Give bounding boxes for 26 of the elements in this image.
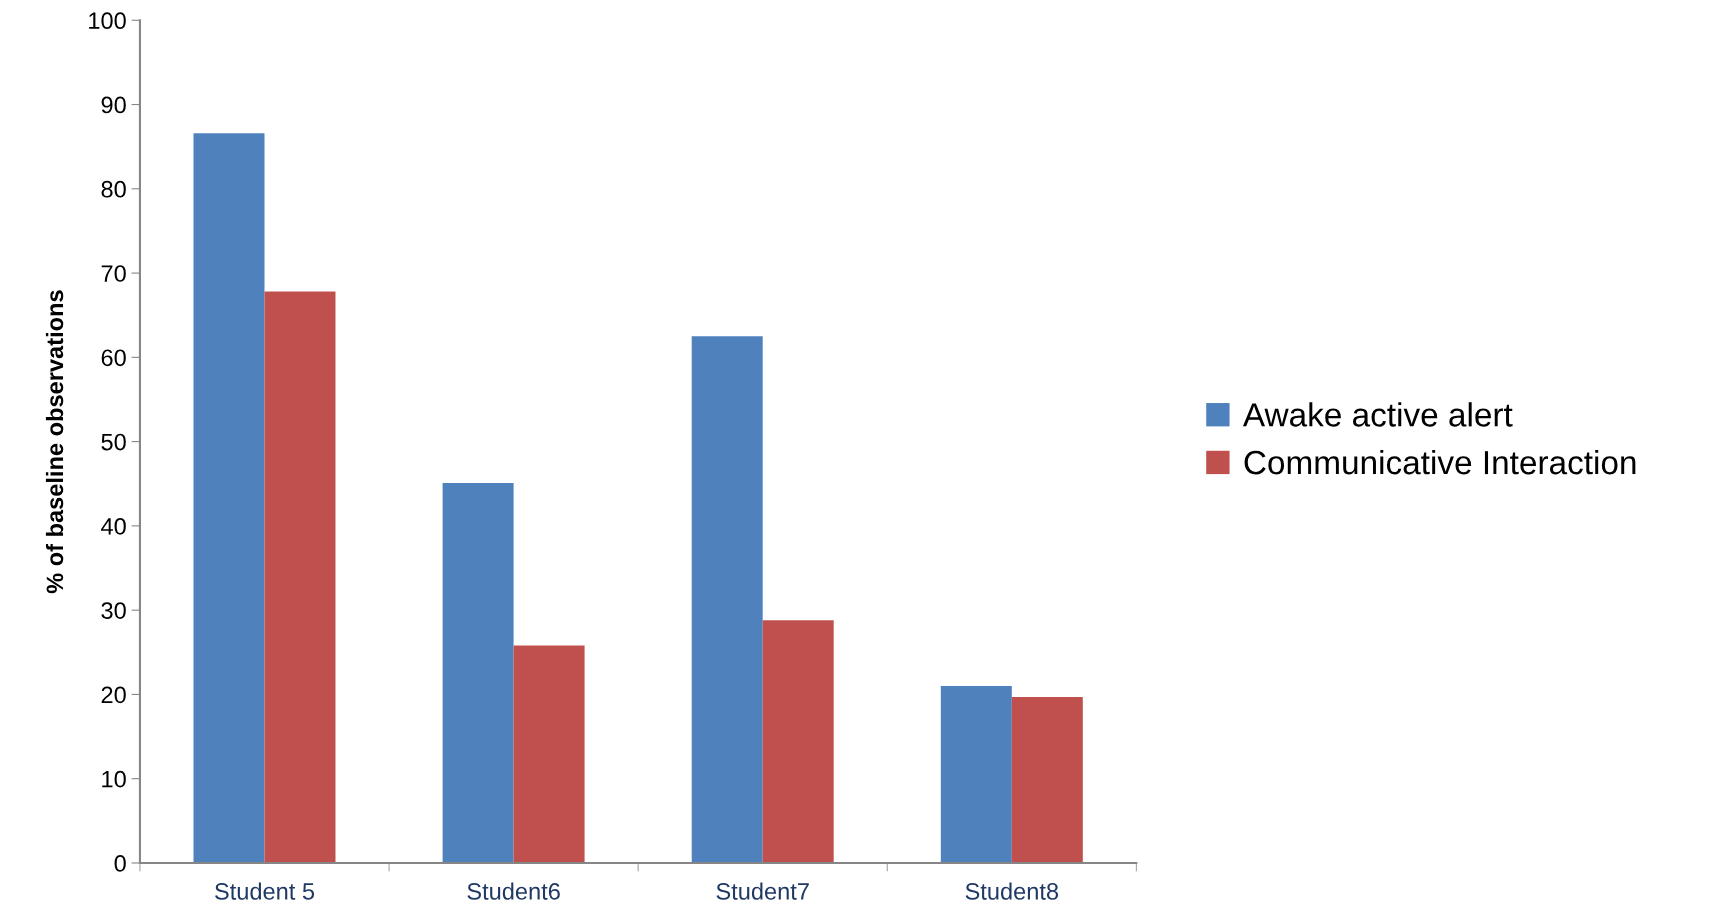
- legend-label: Communicative Interaction: [1244, 449, 1636, 475]
- x-tick-label: Student6: [467, 882, 560, 900]
- y-tick-label: 10: [102, 770, 126, 788]
- y-tick-label: 60: [101, 349, 126, 367]
- y-tick-label: 80: [101, 180, 126, 198]
- bar: [193, 133, 265, 863]
- bar: [264, 291, 336, 863]
- y-tick-label: 20: [101, 686, 126, 704]
- y-tick-label: 50: [101, 433, 126, 451]
- legend-label: Awake active alert: [1242, 402, 1513, 427]
- bar: [513, 645, 585, 863]
- bar: [691, 336, 763, 863]
- y-axis-title: % of baseline observations: [45, 290, 64, 594]
- y-tick-label: 0: [114, 855, 126, 872]
- bar: [1011, 696, 1083, 863]
- y-tick-label: 70: [101, 265, 126, 282]
- y-tick-label: 90: [101, 96, 126, 114]
- y-tick-label: 100: [89, 12, 126, 30]
- x-tick-label: Student7: [716, 882, 809, 900]
- y-tick-label: 40: [101, 517, 126, 535]
- bar: [762, 620, 834, 863]
- y-tick-label: 30: [101, 602, 126, 619]
- bar: [442, 482, 514, 863]
- bar: [940, 686, 1012, 863]
- x-tick-label: Student 5: [215, 882, 315, 900]
- x-tick-label: Student8: [965, 882, 1059, 900]
